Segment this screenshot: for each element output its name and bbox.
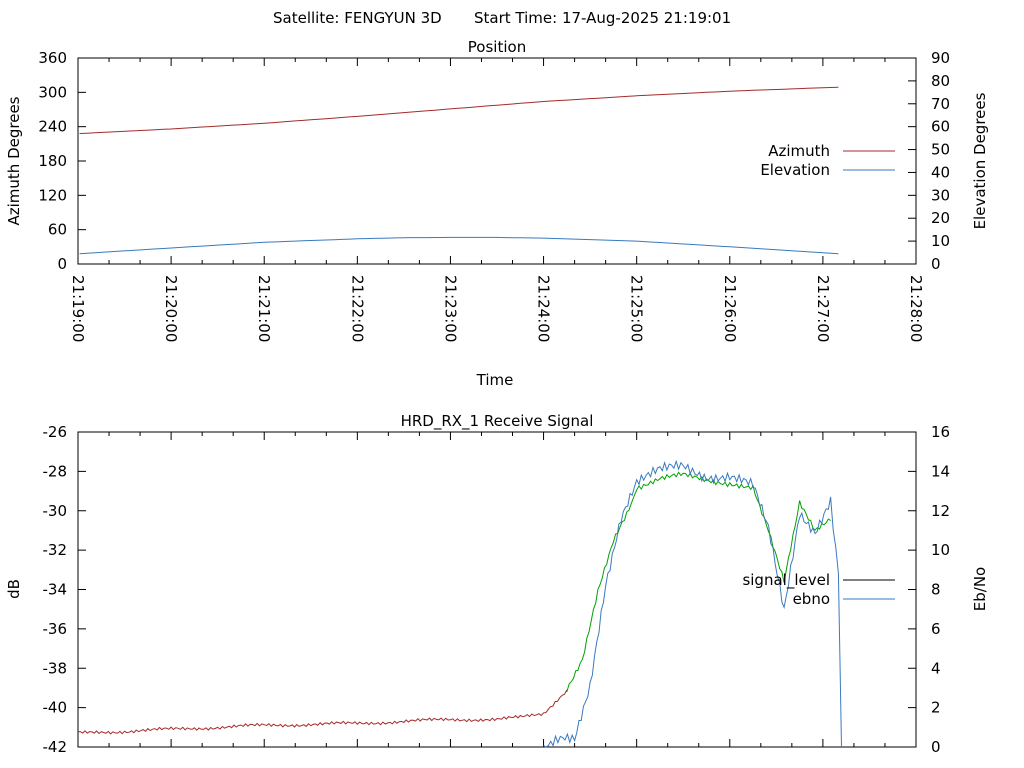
- signal-ticks: -26 -28 -30 -32 -34 -36 -38 -40 -42 16 14 12 10 8 6 4 2 0: [43, 423, 951, 756]
- position-y2-tick-label: 90: [931, 49, 950, 67]
- signal-y-tick-label: -28: [43, 462, 68, 480]
- signal-chart: HRD_RX_1 Receive Signal -26-28-30-32-34-…: [5, 412, 989, 756]
- signal-title: HRD_RX_1 Receive Signal: [401, 412, 594, 431]
- position-x-tick-label: 21:19:00: [69, 275, 87, 342]
- position-y2label: Elevation Degrees: [971, 92, 989, 229]
- signal-y2-tick-label: 12: [931, 502, 950, 520]
- signal-plot-frame: [77, 431, 917, 748]
- position-ylabel: Azimuth Degrees: [5, 96, 23, 225]
- signal-y2-tick-label: 16: [931, 423, 950, 441]
- position-x-tick-label: 21:21:00: [255, 275, 273, 342]
- signal-y-tick-label: -40: [43, 699, 68, 717]
- position-x-tick-label: 21:24:00: [535, 275, 553, 342]
- signal-y2-tick-label: 0: [931, 738, 941, 756]
- signal-y2label: Eb/No: [971, 567, 989, 611]
- signal-series: [77, 459, 842, 748]
- position-x-tick-label: 21:28:00: [907, 275, 925, 342]
- position-y2-tick-label: 40: [931, 163, 950, 181]
- position-chart: Position 3603002401801206009080706050403…: [5, 38, 989, 389]
- position-x-tick-label: 21:25:00: [628, 275, 646, 342]
- position-ticks: 360300240180120600908070605040302010021:…: [38, 49, 950, 342]
- signal-y-tick-label: -38: [43, 659, 68, 677]
- signal-y2-tick-label: 8: [931, 581, 941, 599]
- position-y-tick-label: 120: [38, 186, 67, 204]
- signal-y2-tick-label: 4: [931, 659, 941, 677]
- legend-label-signal-level: signal_level: [742, 571, 830, 590]
- position-y2-tick-label: 50: [931, 141, 950, 159]
- position-x-tick-label: 21:26:00: [721, 275, 739, 342]
- signal-y-tick-label: -32: [43, 541, 68, 559]
- signal-ylabel: dB: [5, 579, 23, 599]
- position-y-tick-label: 300: [38, 83, 67, 101]
- position-y2-tick-label: 80: [931, 72, 950, 90]
- signal-series-line-1: [566, 471, 831, 693]
- signal-legend: signal_level ebno: [742, 571, 895, 608]
- position-y2-tick-label: 0: [931, 255, 941, 273]
- position-y2-tick-label: 10: [931, 232, 950, 250]
- position-x-tick-label: 21:22:00: [348, 275, 366, 342]
- position-series-line-0: [79, 86, 839, 134]
- signal-y2-tick-label: 6: [931, 620, 941, 638]
- position-series: [79, 86, 839, 255]
- position-y2-tick-label: 20: [931, 209, 950, 227]
- signal-y2-tick-label: 2: [931, 699, 941, 717]
- position-x-tick-label: 21:27:00: [814, 275, 832, 342]
- signal-y-tick-label: -36: [43, 620, 68, 638]
- signal-y-tick-label: -34: [43, 581, 68, 599]
- signal-y-tick-label: -30: [43, 502, 68, 520]
- signal-series-line-2: [543, 459, 842, 748]
- signal-y-tick-label: -42: [43, 738, 68, 756]
- start-time-label: Start Time: 17-Aug-2025 21:19:01: [474, 9, 731, 27]
- position-legend: Azimuth Elevation: [760, 142, 895, 179]
- position-y2-tick-label: 30: [931, 186, 950, 204]
- position-title: Position: [468, 38, 526, 56]
- legend-label-ebno: ebno: [793, 590, 830, 608]
- satellite-label: Satellite: FENGYUN 3D: [273, 9, 442, 27]
- position-y-tick-label: 0: [57, 255, 67, 273]
- position-xlabel: Time: [476, 371, 514, 389]
- position-y-tick-label: 240: [38, 118, 67, 136]
- signal-series-line-0: [77, 689, 568, 735]
- position-y-tick-label: 180: [38, 152, 67, 170]
- position-y-tick-label: 360: [38, 49, 67, 67]
- signal-y-tick-label: -26: [43, 423, 68, 441]
- signal-y2-tick-label: 14: [931, 462, 950, 480]
- legend-label-elevation: Elevation: [760, 161, 830, 179]
- signal-y2-tick-label: 10: [931, 541, 950, 559]
- position-series-line-1: [79, 236, 839, 255]
- position-y2-tick-label: 60: [931, 118, 950, 136]
- position-x-tick-label: 21:20:00: [162, 275, 180, 342]
- position-y-tick-label: 60: [48, 221, 67, 239]
- position-y2-tick-label: 70: [931, 95, 950, 113]
- position-x-tick-label: 21:23:00: [441, 275, 459, 342]
- legend-label-azimuth: Azimuth: [768, 142, 830, 160]
